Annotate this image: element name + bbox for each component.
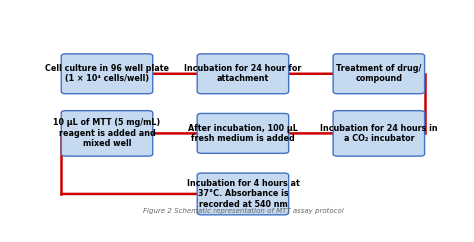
FancyBboxPatch shape bbox=[197, 113, 289, 153]
Text: Cell culture in 96 well plate
(1 × 10⁴ cells/well): Cell culture in 96 well plate (1 × 10⁴ c… bbox=[45, 64, 169, 83]
Text: Incubation for 24 hours in
a CO₂ incubator: Incubation for 24 hours in a CO₂ incubat… bbox=[320, 124, 438, 143]
Text: Incubation for 4 hours at
37°C. Absorbance is
recorded at 540 nm: Incubation for 4 hours at 37°C. Absorban… bbox=[187, 179, 299, 209]
FancyBboxPatch shape bbox=[333, 111, 425, 156]
FancyBboxPatch shape bbox=[61, 111, 153, 156]
FancyBboxPatch shape bbox=[197, 173, 289, 215]
Text: Incubation for 24 hour for
attachment: Incubation for 24 hour for attachment bbox=[184, 64, 301, 83]
Text: Figure 2 Schematic representation of MTT assay protocol: Figure 2 Schematic representation of MTT… bbox=[143, 207, 343, 213]
FancyBboxPatch shape bbox=[61, 54, 153, 94]
Text: 10 µL of MTT (5 mg/mL)
reagent is added and
mixed well: 10 µL of MTT (5 mg/mL) reagent is added … bbox=[54, 119, 161, 148]
FancyBboxPatch shape bbox=[333, 54, 425, 94]
Text: Treatment of drug/
compound: Treatment of drug/ compound bbox=[336, 64, 421, 83]
FancyBboxPatch shape bbox=[197, 54, 289, 94]
Text: After incubation, 100 µL
fresh medium is added: After incubation, 100 µL fresh medium is… bbox=[188, 124, 298, 143]
